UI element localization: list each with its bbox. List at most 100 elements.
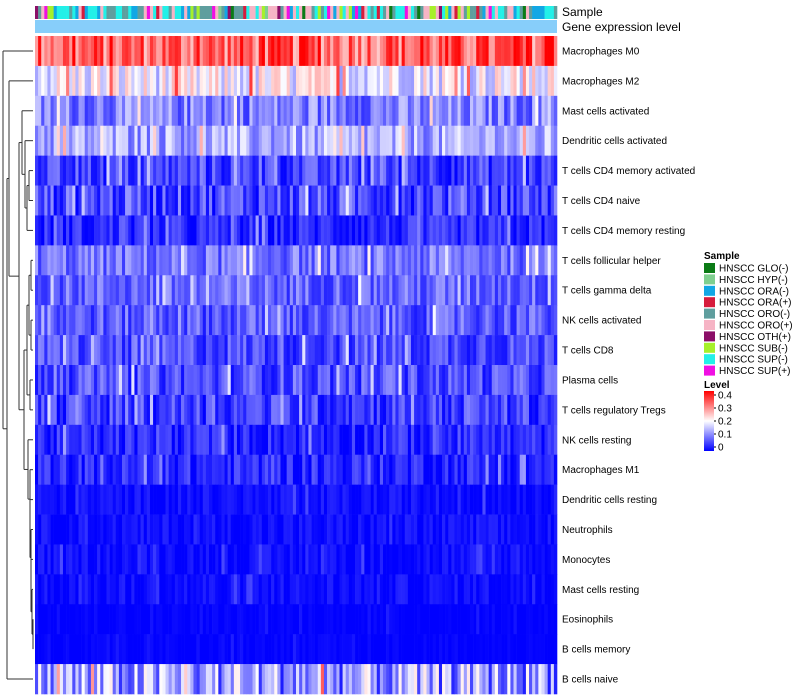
heatmap-cell — [404, 36, 409, 67]
heatmap-cell — [323, 574, 328, 605]
heatmap-cell — [62, 275, 67, 306]
heatmap-cell — [451, 604, 455, 635]
heatmap-cell — [283, 95, 287, 127]
heatmap-cell — [131, 484, 135, 515]
heatmap-cell — [466, 305, 471, 336]
heatmap-cell — [420, 335, 424, 366]
heatmap-cell — [345, 484, 350, 515]
heatmap-cell — [541, 185, 545, 216]
heatmap-cell — [494, 335, 499, 366]
heatmap-cell — [407, 305, 412, 336]
heatmap-cell — [466, 454, 471, 485]
heatmap-cell — [473, 484, 477, 515]
heatmap-cell — [510, 125, 514, 156]
heatmap-cell — [317, 634, 322, 665]
heatmap-cell — [146, 365, 151, 396]
heatmap-cell — [50, 275, 54, 306]
heatmap-cell — [47, 125, 51, 156]
heatmap-cell — [177, 125, 182, 156]
heatmap-cell — [544, 36, 548, 67]
heatmap-cell — [323, 215, 328, 246]
heatmap-cell — [510, 574, 514, 605]
heatmap-cell — [56, 65, 61, 97]
heatmap-cell — [401, 65, 406, 97]
heatmap-cell — [215, 95, 219, 127]
sample-annotation-cell — [134, 6, 138, 19]
sample-legend-label: HNSCC SUP(-) — [719, 355, 788, 366]
heatmap-cell — [190, 36, 194, 67]
heatmap-cell — [314, 454, 319, 485]
heatmap-cell — [308, 95, 312, 127]
heatmap-cell — [168, 604, 173, 635]
heatmap-cell — [426, 514, 430, 545]
heatmap-cell — [168, 65, 173, 97]
heatmap-cell — [504, 634, 508, 665]
heatmap-cell — [81, 394, 86, 426]
heatmap-cell — [38, 454, 42, 485]
heatmap-cell — [243, 514, 247, 545]
heatmap-cell — [395, 185, 399, 216]
heatmap-cell — [358, 634, 362, 665]
heatmap-cell — [429, 335, 434, 366]
heatmap-cell — [184, 155, 188, 186]
heatmap-cell — [333, 275, 337, 306]
heatmap-cell — [473, 544, 477, 575]
heatmap-cell — [426, 275, 430, 306]
heatmap-cell — [171, 155, 176, 186]
heatmap-cell — [547, 335, 552, 366]
heatmap-cell — [463, 36, 468, 67]
heatmap-cell — [218, 65, 222, 97]
heatmap-cell — [395, 484, 399, 515]
heatmap-cell — [333, 424, 337, 456]
heatmap-cell — [535, 245, 539, 276]
heatmap-cell — [187, 365, 191, 396]
heatmap-cell — [432, 394, 437, 426]
heatmap-cell — [473, 634, 477, 665]
heatmap-cell — [547, 245, 552, 276]
heatmap-cell — [435, 454, 440, 485]
heatmap-cell — [463, 365, 468, 396]
heatmap-cell — [268, 604, 272, 635]
heatmap-cell — [131, 215, 135, 246]
heatmap-cell — [56, 514, 61, 545]
heatmap-cell — [264, 335, 269, 366]
heatmap-cell — [165, 664, 169, 695]
heatmap-cell — [202, 65, 207, 97]
heatmap-cell — [501, 394, 505, 426]
heatmap-cell — [159, 185, 163, 216]
heatmap-cell — [268, 574, 272, 605]
heatmap-cell — [66, 664, 70, 695]
sample-annotation-cell — [72, 6, 76, 19]
heatmap-cell — [538, 335, 542, 366]
heatmap-cell — [538, 36, 542, 67]
heatmap-cell — [320, 664, 325, 695]
heatmap-cell — [103, 335, 107, 366]
heatmap-cell — [115, 574, 120, 605]
heatmap-cell — [519, 275, 524, 306]
heatmap-cell — [193, 36, 197, 67]
heatmap-cell — [482, 365, 486, 396]
heatmap-cell — [69, 36, 73, 67]
heatmap-cell — [473, 454, 477, 485]
heatmap-cell — [109, 125, 113, 156]
heatmap-cell — [330, 664, 334, 695]
heatmap-cell — [35, 155, 39, 186]
heatmap-cell — [547, 424, 552, 456]
heatmap-cell — [168, 394, 173, 426]
heatmap-cell — [84, 335, 89, 366]
heatmap-cell — [410, 185, 415, 216]
heatmap-cell — [504, 185, 508, 216]
sample-annotation-cell — [485, 6, 489, 19]
heatmap-cell — [386, 484, 390, 515]
heatmap-cell — [240, 65, 244, 97]
heatmap-cell — [81, 574, 86, 605]
heatmap-cell — [53, 305, 58, 336]
heatmap-cell — [268, 65, 272, 97]
heatmap-cell — [470, 604, 474, 635]
heatmap-cell — [209, 305, 213, 336]
heatmap-cell — [451, 335, 455, 366]
heatmap-cell — [401, 245, 406, 276]
heatmap-cell — [454, 634, 458, 665]
heatmap-cell — [181, 664, 185, 695]
heatmap-cell — [473, 65, 477, 97]
